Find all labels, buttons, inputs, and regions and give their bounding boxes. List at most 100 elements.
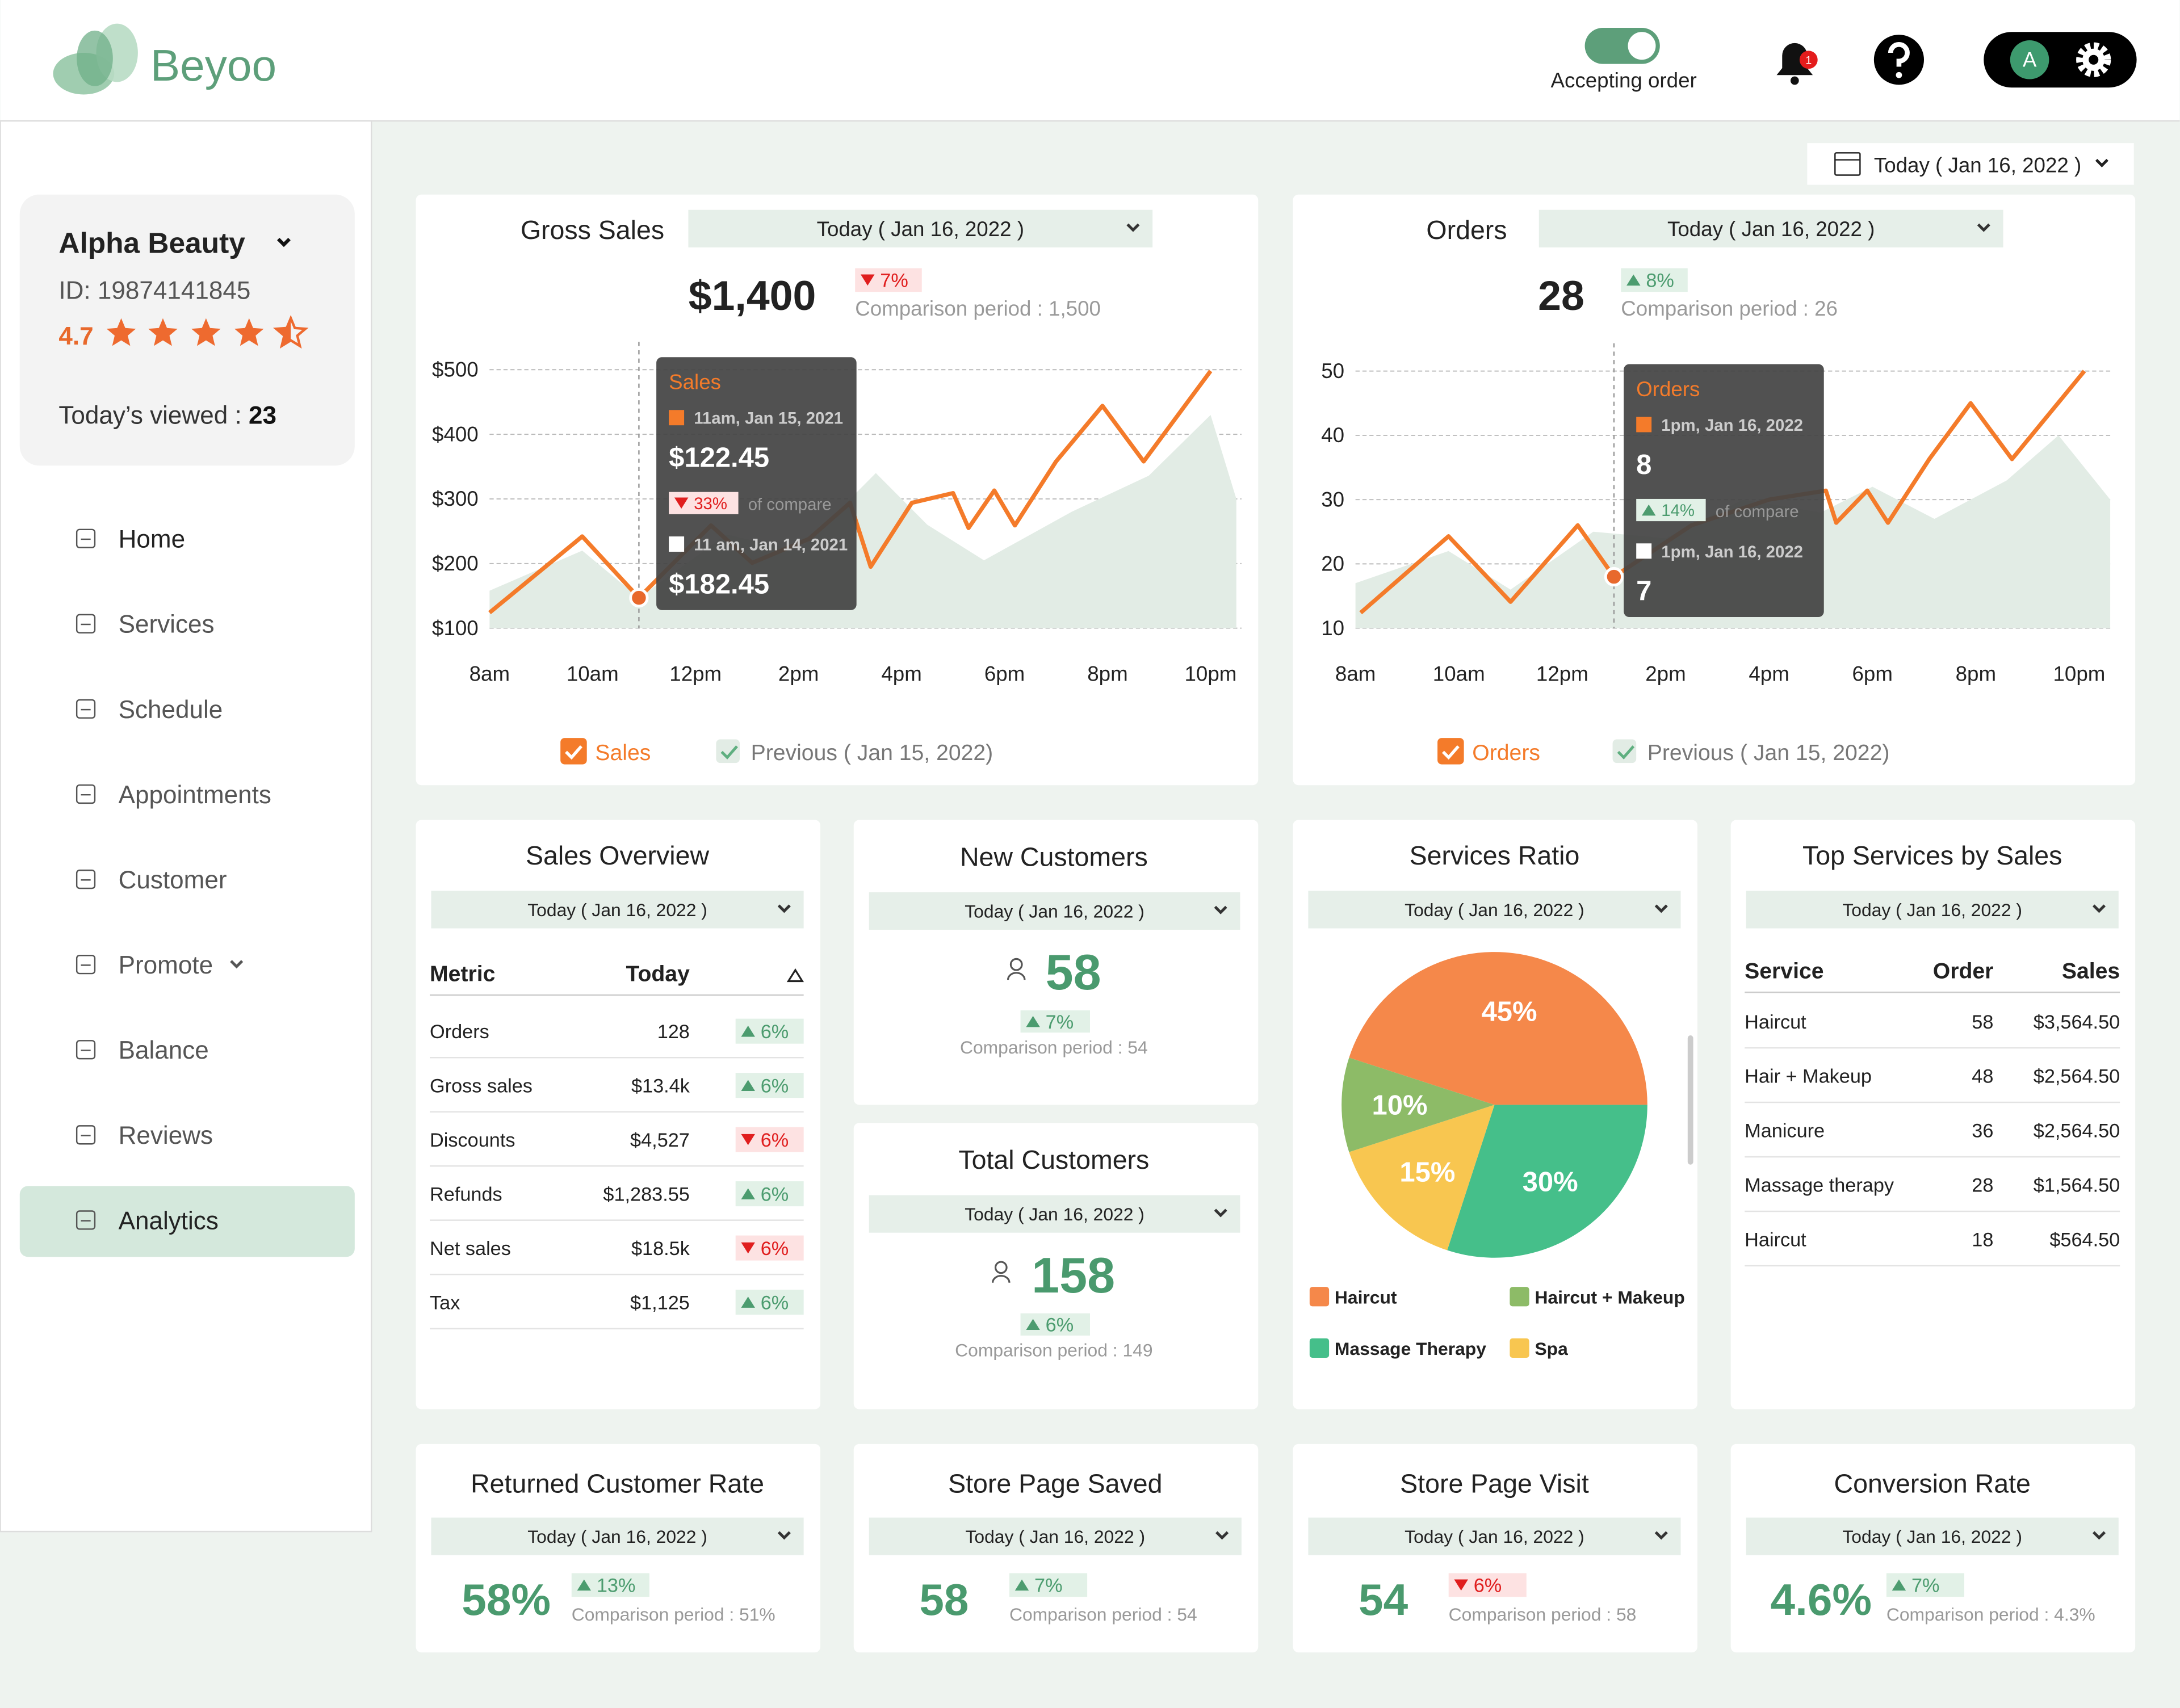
hover-point [629,587,649,608]
dropdown[interactable] [688,209,1153,247]
legend-label[interactable]: Previous ( Jan 15, 2022) [1647,741,1890,765]
y-tick-label: 10 [1321,616,1344,640]
nav-item[interactable]: Customer [119,866,227,894]
y-tick-label: $200 [432,552,479,575]
x-tick-label: 8am [469,662,510,686]
trend-arrow [741,1134,755,1145]
account-pill[interactable] [1984,32,2137,88]
tooltip-title: Orders [1636,377,1700,401]
logo-leaf [77,30,113,86]
notification-badge [1799,51,1818,69]
dropdown[interactable] [869,1517,1242,1555]
legend-checkbox[interactable] [560,738,587,765]
legend-label: Haircut + Makeup [1535,1287,1684,1308]
trend-arrow [1892,1579,1906,1591]
dropdown-label[interactable]: Today ( Jan 16, 2022 ) [1405,1526,1584,1547]
rating-star [148,318,178,346]
legend-check [1617,745,1635,759]
card-title: Sales Overview [526,841,709,870]
trend-arrow [741,1080,755,1091]
card [1730,820,2136,1409]
toggle-knob [1628,32,1656,60]
tooltip [656,357,857,610]
table-cell: $2,564.50 [2034,1066,2120,1088]
dropdown-label[interactable]: Today ( Jan 16, 2022 ) [817,217,1024,241]
nav-item[interactable]: Appointments [119,781,271,809]
legend-swatch [1309,1338,1330,1358]
kpi-value: 54 [1359,1575,1408,1625]
date-filter[interactable] [1807,143,2134,185]
dropdown-label[interactable]: Today ( Jan 16, 2022 ) [1842,1526,2022,1547]
dropdown[interactable] [869,892,1240,930]
legend-checkbox[interactable] [716,739,740,763]
label: Accepting order [1551,69,1697,92]
store-name: Alpha Beauty [58,226,245,259]
y-tick-label: $500 [432,358,479,381]
x-tick-label: 10pm [2053,662,2106,686]
metric-name: Refunds [430,1184,502,1205]
dropdown[interactable] [431,891,804,929]
dropdown-label[interactable]: Today ( Jan 16, 2022 ) [1405,900,1584,920]
dropdown-label[interactable]: Today ( Jan 16, 2022 ) [966,1526,1146,1547]
table-cell: 36 [1972,1121,1993,1142]
dropdown-label[interactable]: Today ( Jan 16, 2022 ) [1667,217,1875,241]
legend-check [565,745,582,760]
nav-item[interactable]: Schedule [119,696,223,724]
pie-slice [1349,952,1647,1105]
nav-item[interactable]: Promote [119,951,213,979]
metric-name: Gross sales [430,1075,533,1097]
viewed-count: 23 [249,402,276,430]
metric-value: $1,125 [630,1292,690,1313]
nav-item[interactable]: Analytics [119,1207,219,1235]
x-tick-label: 8pm [1087,662,1127,686]
dropdown-label[interactable]: Today ( Jan 16, 2022 ) [527,900,707,920]
kpi-value: 58% [462,1575,551,1625]
chevron [230,960,244,969]
legend-label[interactable]: Orders [1472,741,1540,765]
trend-arrow [1641,504,1656,516]
legend-checkbox[interactable] [1437,738,1464,765]
chevron [277,237,291,247]
dropdown[interactable] [1746,1517,2119,1555]
legend-swatch [1510,1287,1529,1307]
dropdown-label[interactable]: Today ( Jan 16, 2022 ) [965,1204,1144,1224]
dropdown[interactable] [869,1195,1240,1233]
store-card [19,194,355,466]
store-id: ID: 19874141845 [58,276,250,304]
card-title: Services Ratio [1410,841,1580,870]
legend-checkbox[interactable] [1612,739,1637,763]
nav-item[interactable]: Balance [119,1036,209,1064]
dropdown-label[interactable]: Today ( Jan 16, 2022 ) [527,1526,707,1547]
dropdown[interactable] [1308,1517,1681,1555]
x-tick-label: 12pm [1536,662,1588,686]
dropdown-label[interactable]: Today ( Jan 16, 2022 ) [1842,900,2022,920]
nav-item[interactable]: Home [119,526,185,553]
tooltip [1624,364,1824,618]
x-tick-label: 8am [1335,662,1376,686]
kpi-value: 4.6% [1771,1575,1872,1625]
nav-item[interactable]: Reviews [119,1122,213,1149]
nav-icon [76,1125,96,1145]
nav-icon [76,784,96,804]
nav-icon [76,699,96,719]
tooltip-swatch [1636,417,1652,433]
date-filter-label[interactable]: Today ( Jan 16, 2022 ) [1874,154,2081,177]
dropdown-label[interactable]: Today ( Jan 16, 2022 ) [965,901,1144,921]
y-tick-label: 30 [1321,488,1344,511]
change-value: 6% [761,1184,789,1205]
legend-label[interactable]: Sales [595,741,651,765]
nav-item[interactable]: Services [119,611,215,639]
chevron [2095,158,2108,167]
kpi-value: 58 [919,1575,969,1625]
settings-gear[interactable] [2076,42,2111,77]
table-cell: Hair + Makeup [1745,1066,1872,1088]
dropdown[interactable] [1538,209,2003,247]
dropdown[interactable] [1746,891,2119,929]
legend-label[interactable]: Previous ( Jan 15, 2022) [751,741,993,765]
x-tick-label: 4pm [881,662,921,686]
dropdown[interactable] [1308,891,1681,929]
total-value: $1,400 [689,272,816,319]
dropdown[interactable] [431,1517,804,1555]
x-tick-label: 2pm [778,662,819,686]
